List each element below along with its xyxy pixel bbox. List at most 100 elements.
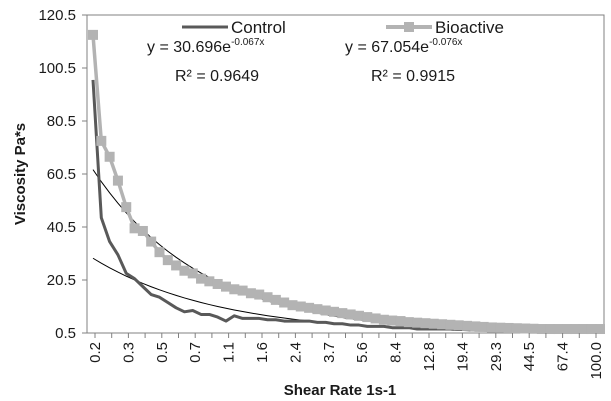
series-1-point-43: [445, 319, 456, 330]
x-tick-label-1: 0.3: [120, 342, 137, 363]
series-1-point-57: [561, 324, 572, 335]
y-tick-label-6: 120.5: [38, 7, 76, 24]
series-1-point-2: [104, 151, 115, 162]
x-tick-label-2: 0.5: [154, 342, 171, 363]
r2-bioactive: R² = 0.9915: [371, 68, 455, 85]
series-1-point-38: [403, 317, 414, 328]
y-tick-label-2: 40.5: [47, 219, 76, 236]
series-1-point-39: [412, 317, 423, 328]
series-1-point-37: [395, 316, 406, 327]
series-1-point-54: [536, 324, 547, 335]
series-1-point-4: [121, 202, 132, 213]
series-1-point-48: [486, 322, 497, 333]
x-tick-label-15: 100.0: [588, 342, 605, 380]
series-1-point-59: [578, 324, 589, 335]
series-1-point-40: [420, 318, 431, 329]
series-1-point-47: [478, 321, 489, 332]
series-1-point-42: [437, 319, 448, 330]
x-tick-label-8: 5.6: [354, 342, 371, 363]
equation-bioactive-exponent: -0.076x: [429, 37, 462, 48]
series-1-point-19: [245, 288, 256, 299]
x-tick-label-13: 44.5: [521, 342, 538, 371]
equation-bioactive: y = 67.054e-0.076x: [345, 37, 462, 56]
series-1-point-51: [511, 323, 522, 334]
series-1-point-27: [312, 304, 323, 315]
legend-label-control: Control: [231, 18, 286, 37]
plot-border: [86, 14, 605, 334]
series-1-point-20: [254, 289, 265, 300]
equation-control-base: y = 30.696e: [147, 39, 231, 56]
equation-bioactive-base: y = 67.054e: [345, 39, 429, 56]
series-1-point-3: [112, 175, 123, 186]
series-1-point-45: [462, 320, 473, 331]
y-tick-label-3: 60.5: [47, 166, 76, 183]
series-1-point-7: [146, 236, 157, 247]
series-1-point-53: [528, 323, 539, 334]
series-1-point-61: [595, 324, 605, 335]
series-1-point-6: [137, 225, 148, 236]
series-1-point-16: [220, 281, 231, 292]
series-1-point-44: [453, 320, 464, 331]
series-1-point-29: [329, 306, 340, 317]
trendline-equations: y = 30.696e-0.067x R² = 0.9649 y = 67.05…: [147, 37, 462, 85]
series-1-point-33: [362, 312, 373, 323]
series-1-point-14: [204, 276, 215, 287]
y-tick-label-0: 0.5: [55, 325, 76, 342]
series-1-point-15: [212, 278, 223, 289]
series-1-point-50: [503, 322, 514, 333]
series-1-point-5: [129, 223, 140, 234]
series-1-point-24: [287, 300, 298, 311]
x-tick-label-14: 67.4: [555, 342, 572, 371]
series-1-point-23: [279, 297, 290, 308]
x-tick-label-12: 29.3: [488, 342, 505, 371]
x-tick-label-9: 8.4: [388, 342, 405, 363]
y-tick-label-4: 80.5: [47, 113, 76, 130]
series-1-point-18: [237, 285, 248, 296]
y-axis-title: Viscosity Pa*s: [12, 123, 29, 225]
plot-area: [86, 14, 605, 334]
x-tick-label-0: 0.2: [87, 342, 104, 363]
series-1-point-13: [196, 273, 207, 284]
series-1-point-60: [586, 324, 597, 335]
series-1-point-0: [88, 29, 98, 40]
series-1-point-9: [162, 255, 173, 266]
data-series: [88, 29, 605, 335]
series-1-point-26: [304, 302, 315, 313]
y-tick-label-5: 100.5: [38, 60, 76, 77]
series-1-point-28: [320, 305, 331, 316]
series-1-point-25: [295, 301, 306, 312]
series-1-point-1: [96, 135, 107, 146]
series-1-point-58: [570, 324, 581, 335]
x-tick-label-10: 12.8: [421, 342, 438, 371]
series-1-point-12: [187, 268, 198, 279]
equation-control-exponent: -0.067x: [231, 37, 264, 48]
series-1-point-21: [262, 292, 273, 303]
series-1-point-52: [520, 323, 531, 334]
x-tick-label-6: 2.4: [287, 342, 304, 363]
legend: Control Bioactive: [182, 18, 504, 37]
x-tick-label-7: 3.7: [321, 342, 338, 363]
y-tick-label-1: 20.5: [47, 272, 76, 289]
equation-control: y = 30.696e-0.067x: [147, 37, 264, 56]
series-1-point-31: [345, 309, 356, 320]
axes: 0.5 20.5 40.5 60.5 80.5 100.5 120.5 0.2 0.3 0.5 0.…: [38, 7, 605, 380]
series-1-point-36: [387, 315, 398, 326]
series-1-point-10: [171, 260, 182, 271]
series-1-point-55: [545, 324, 556, 335]
series-1-point-30: [337, 308, 348, 319]
series-1-point-32: [353, 310, 364, 321]
legend-swatch-bioactive-marker: [404, 22, 414, 32]
series-1-point-17: [229, 284, 240, 295]
x-tick-label-4: 1.1: [221, 342, 238, 363]
series-1-point-46: [470, 321, 481, 332]
series-1-point-41: [428, 318, 439, 329]
series-1-point-8: [154, 247, 165, 258]
series-1-point-49: [495, 322, 506, 333]
r2-control: R² = 0.9649: [175, 68, 259, 85]
x-axis-title: Shear Rate 1s-1: [284, 382, 397, 399]
series-1-point-35: [378, 314, 389, 325]
x-tick-label-11: 19.4: [454, 342, 471, 371]
series-1-point-34: [370, 313, 381, 324]
series-1-point-11: [179, 265, 190, 276]
